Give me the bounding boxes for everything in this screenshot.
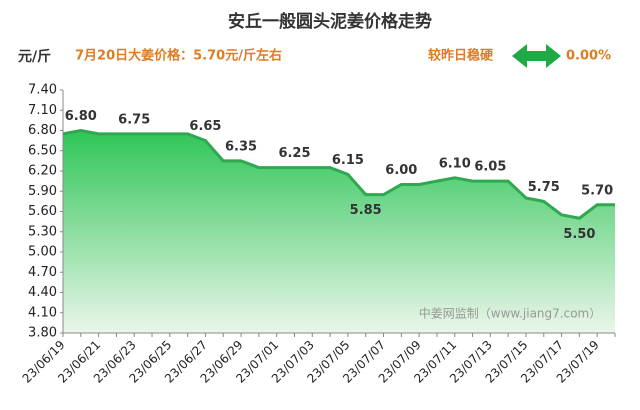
data-label: 6.80 — [65, 109, 97, 124]
change-label: 较昨日稳硬 — [428, 48, 494, 64]
y-tick-label: 4.70 — [28, 265, 57, 280]
line — [62, 128, 615, 220]
flat-arrow-icon — [512, 44, 561, 68]
data-label: 6.25 — [278, 146, 310, 161]
y-tick-label: 6.80 — [28, 123, 57, 138]
y-tick-label: 6.50 — [28, 143, 57, 158]
y-tick-label: 5.60 — [28, 204, 57, 219]
data-label: 6.35 — [225, 139, 257, 154]
data-label: 5.75 — [528, 180, 560, 195]
y-tick-label: 5.90 — [28, 184, 57, 199]
data-label: 6.00 — [385, 163, 417, 178]
y-tick-label: 3.80 — [28, 326, 57, 341]
data-label: 6.65 — [189, 119, 221, 134]
data-label: 6.75 — [118, 112, 150, 127]
y-tick-label: 7.10 — [28, 103, 57, 118]
change-value: 0.00% — [566, 49, 611, 64]
data-label: 6.15 — [332, 153, 364, 168]
subtitle: 7月20日大姜价格：5.70元/斤左右 — [75, 48, 282, 64]
data-label: 6.05 — [474, 160, 506, 175]
y-tick-label: 5.30 — [28, 224, 57, 239]
y-tick-label: 7.40 — [28, 83, 57, 98]
y-tick-label: 4.40 — [28, 285, 57, 300]
data-label: 5.50 — [563, 227, 595, 242]
data-label: 5.70 — [581, 183, 613, 198]
y-tick-label: 6.20 — [28, 164, 57, 179]
watermark: 中姜网监制（www.jiang7.com） — [419, 306, 601, 321]
y-tick-label: 4.10 — [28, 305, 57, 320]
data-label: 5.85 — [350, 203, 382, 218]
y-tick-label: 5.00 — [28, 245, 57, 260]
chart-title: 安丘一般圆头泥姜价格走势 — [228, 11, 432, 32]
data-label: 6.10 — [439, 156, 471, 171]
unit-label: 元/斤 — [18, 48, 51, 65]
